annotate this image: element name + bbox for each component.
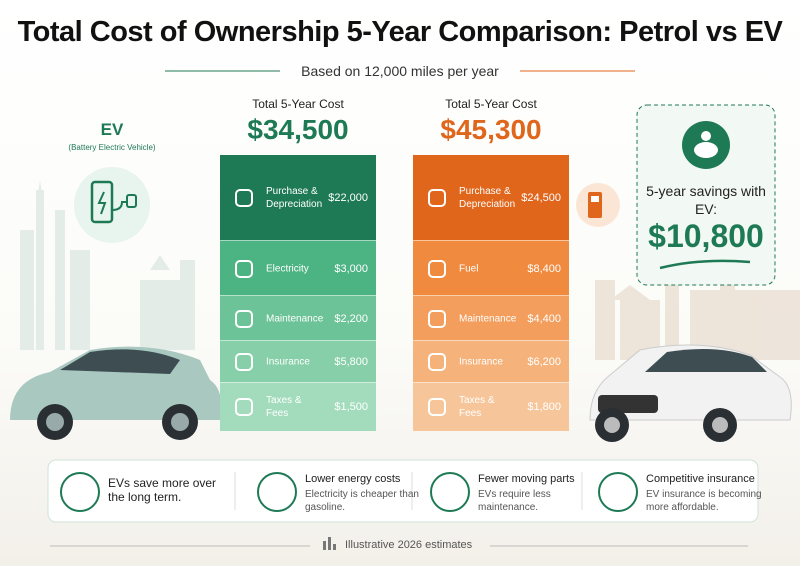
segment-icon [235,353,253,371]
segment-icon [428,259,446,278]
ev-total: $34,500 [247,114,349,145]
segment-label: Purchase & Depreciation [266,185,323,210]
segment-icon [428,353,446,371]
segment-value: $4,400 [527,312,561,325]
cost-segment: Electricity $3,000 [220,240,376,296]
benefit-text: EVs require less maintenance. [478,489,551,513]
benefit-title: Lower energy costs [305,473,401,485]
subtitle: Based on 12,000 miles per year [301,63,499,79]
footer-note: Illustrative 2026 estimates [345,539,473,551]
segment-label: Electricity [266,263,309,274]
segment-label: Maintenance [459,313,517,324]
cost-segment: Maintenance $2,200 [220,295,376,341]
segment-label: Insurance [459,356,503,368]
segment-value: $3,000 [334,262,368,275]
cost-segment: Insurance $6,200 [413,340,569,383]
segment-icon [235,188,253,207]
savings-label: 5-year savings with EV: [646,183,766,217]
segment-label: Taxes & Fees [459,395,495,419]
benefit: EVs save more over the long term. [58,470,238,514]
segment-icon [428,398,446,416]
segment-icon [428,188,446,207]
benefit: Competitive insurance EV insurance is bec… [596,470,776,514]
segment-value: $5,800 [334,356,368,368]
ev-label: EV [100,120,124,139]
savings-value: $10,800 [648,218,764,254]
segment-icon [428,309,446,328]
title: Total Cost of Ownership 5-Year Compariso… [17,16,783,48]
segment-label: Purchase & Depreciation [459,185,516,210]
segment-value: $1,500 [334,401,368,413]
benefit-icon [60,472,100,512]
segment-icon [235,259,253,278]
ev-sublabel: (Battery Electric Vehicle) [68,143,156,152]
benefit-title: EVs save more over the long term. [108,476,217,504]
benefit-title: Competitive insurance [646,473,755,485]
segment-value: $24,500 [521,191,561,204]
segment-value: $22,000 [328,191,368,204]
segment-value: $6,200 [527,356,561,368]
segment-value: $1,800 [527,401,561,413]
cost-segment: Taxes & Fees $1,800 [413,382,569,431]
benefit-icon [430,472,470,512]
cost-segment: Fuel $8,400 [413,240,569,296]
segment-icon [235,309,253,328]
segment-value: $8,400 [527,262,561,275]
benefit: Fewer moving parts EVs require less maint… [428,470,608,514]
benefit-title: Fewer moving parts [478,473,575,485]
petrol-total: $45,300 [440,114,542,145]
benefit-icon [598,472,638,512]
segment-value: $2,200 [334,312,368,325]
segment-label: Taxes & Fees [266,395,302,419]
benefit-text: EV insurance is becoming more affordable… [646,489,762,513]
segment-icon [235,398,253,416]
benefit: Lower energy costs Electricity is cheaper… [255,470,435,514]
segment-label: Maintenance [266,313,324,324]
segment-label: Fuel [459,263,479,274]
cost-segment: Purchase & Depreciation $24,500 [413,155,569,240]
cost-segment: Taxes & Fees $1,500 [220,382,376,431]
ev-total-label: Total 5-Year Cost [252,97,344,111]
cost-segment: Purchase & Depreciation $22,000 [220,155,376,240]
benefit-text: Electricity is cheaper than gasoline. [305,489,419,513]
segment-label: Insurance [266,356,310,368]
petrol-total-label: Total 5-Year Cost [445,97,537,111]
benefit-icon [257,472,297,512]
cost-segment: Maintenance $4,400 [413,295,569,341]
cost-segment: Insurance $5,800 [220,340,376,383]
